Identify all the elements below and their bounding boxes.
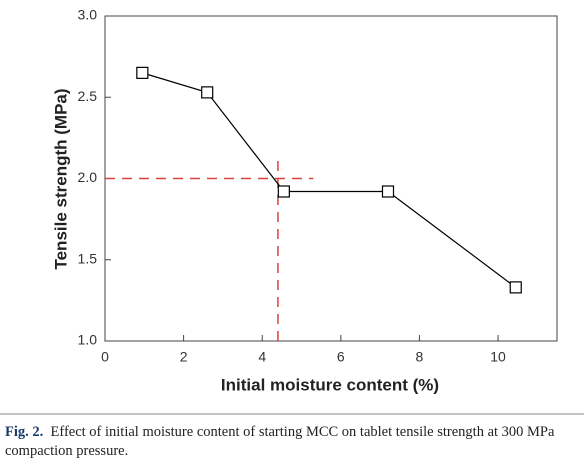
y-tick-label: 2.5 [78, 88, 98, 104]
x-tick-label: 0 [101, 349, 109, 365]
data-point [277, 185, 290, 198]
x-tick-label: 6 [337, 349, 345, 365]
data-point [136, 66, 149, 79]
caption-text: Effect of initial moisture content of st… [5, 424, 555, 459]
x-axis-label: Initial moisture content (%) [221, 375, 439, 394]
data-line [142, 72, 517, 288]
y-axis-label: Tensile strength (MPa) [51, 88, 70, 269]
y-tick-label: 2.0 [78, 169, 98, 185]
x-tick-label: 10 [490, 349, 506, 365]
y-tick-label: 1.0 [78, 332, 98, 348]
x-tick-label: 8 [416, 349, 424, 365]
x-tick-label: 4 [258, 349, 266, 365]
data-point [201, 86, 214, 99]
y-tick-label: 3.0 [78, 7, 98, 23]
caption: Fig. 2. Effect of initial moisture conte… [5, 423, 580, 461]
caption-label: Fig. 2. [5, 424, 44, 440]
chart: Initial moisture content (%) Tensile str… [0, 7, 584, 415]
data-point [509, 281, 522, 294]
x-tick-label: 2 [180, 349, 188, 365]
plot-frame [104, 15, 558, 342]
data-point [381, 185, 395, 198]
y-tick-label: 1.5 [78, 250, 98, 266]
